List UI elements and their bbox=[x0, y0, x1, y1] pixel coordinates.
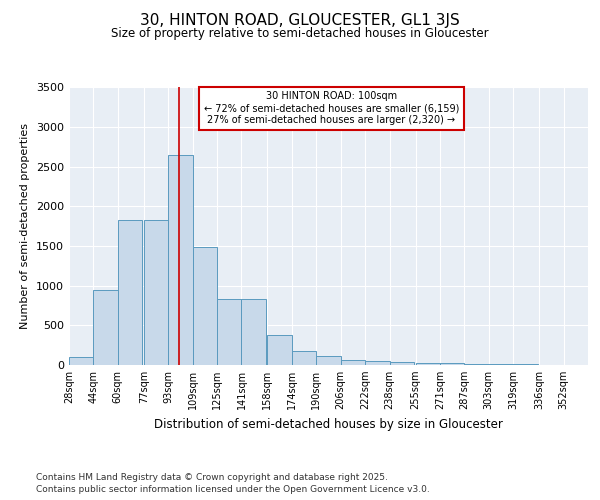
Text: 30, HINTON ROAD, GLOUCESTER, GL1 3JS: 30, HINTON ROAD, GLOUCESTER, GL1 3JS bbox=[140, 12, 460, 28]
Text: Contains public sector information licensed under the Open Government Licence v3: Contains public sector information licen… bbox=[36, 485, 430, 494]
Bar bbox=[268, 335, 292, 365]
Bar bbox=[440, 364, 464, 365]
Bar bbox=[241, 299, 266, 365]
Text: 30 HINTON ROAD: 100sqm
← 72% of semi-detached houses are smaller (6,159)
27% of : 30 HINTON ROAD: 100sqm ← 72% of semi-det… bbox=[204, 92, 459, 124]
Bar bbox=[69, 358, 94, 365]
Y-axis label: Number of semi-detached properties: Number of semi-detached properties bbox=[20, 123, 31, 329]
Bar bbox=[316, 356, 341, 365]
Bar bbox=[513, 364, 538, 365]
Bar bbox=[416, 362, 440, 365]
Text: Contains HM Land Registry data © Crown copyright and database right 2025.: Contains HM Land Registry data © Crown c… bbox=[36, 472, 388, 482]
X-axis label: Distribution of semi-detached houses by size in Gloucester: Distribution of semi-detached houses by … bbox=[154, 418, 503, 430]
Bar bbox=[489, 364, 513, 365]
Bar bbox=[292, 351, 316, 365]
Bar bbox=[144, 220, 168, 365]
Bar bbox=[389, 362, 414, 365]
Bar bbox=[365, 362, 389, 365]
Bar bbox=[94, 290, 118, 365]
Bar bbox=[193, 247, 217, 365]
Text: Size of property relative to semi-detached houses in Gloucester: Size of property relative to semi-detach… bbox=[111, 28, 489, 40]
Bar bbox=[341, 360, 365, 365]
Bar bbox=[168, 155, 193, 365]
Bar bbox=[217, 299, 241, 365]
Bar bbox=[118, 220, 142, 365]
Bar bbox=[464, 364, 489, 365]
